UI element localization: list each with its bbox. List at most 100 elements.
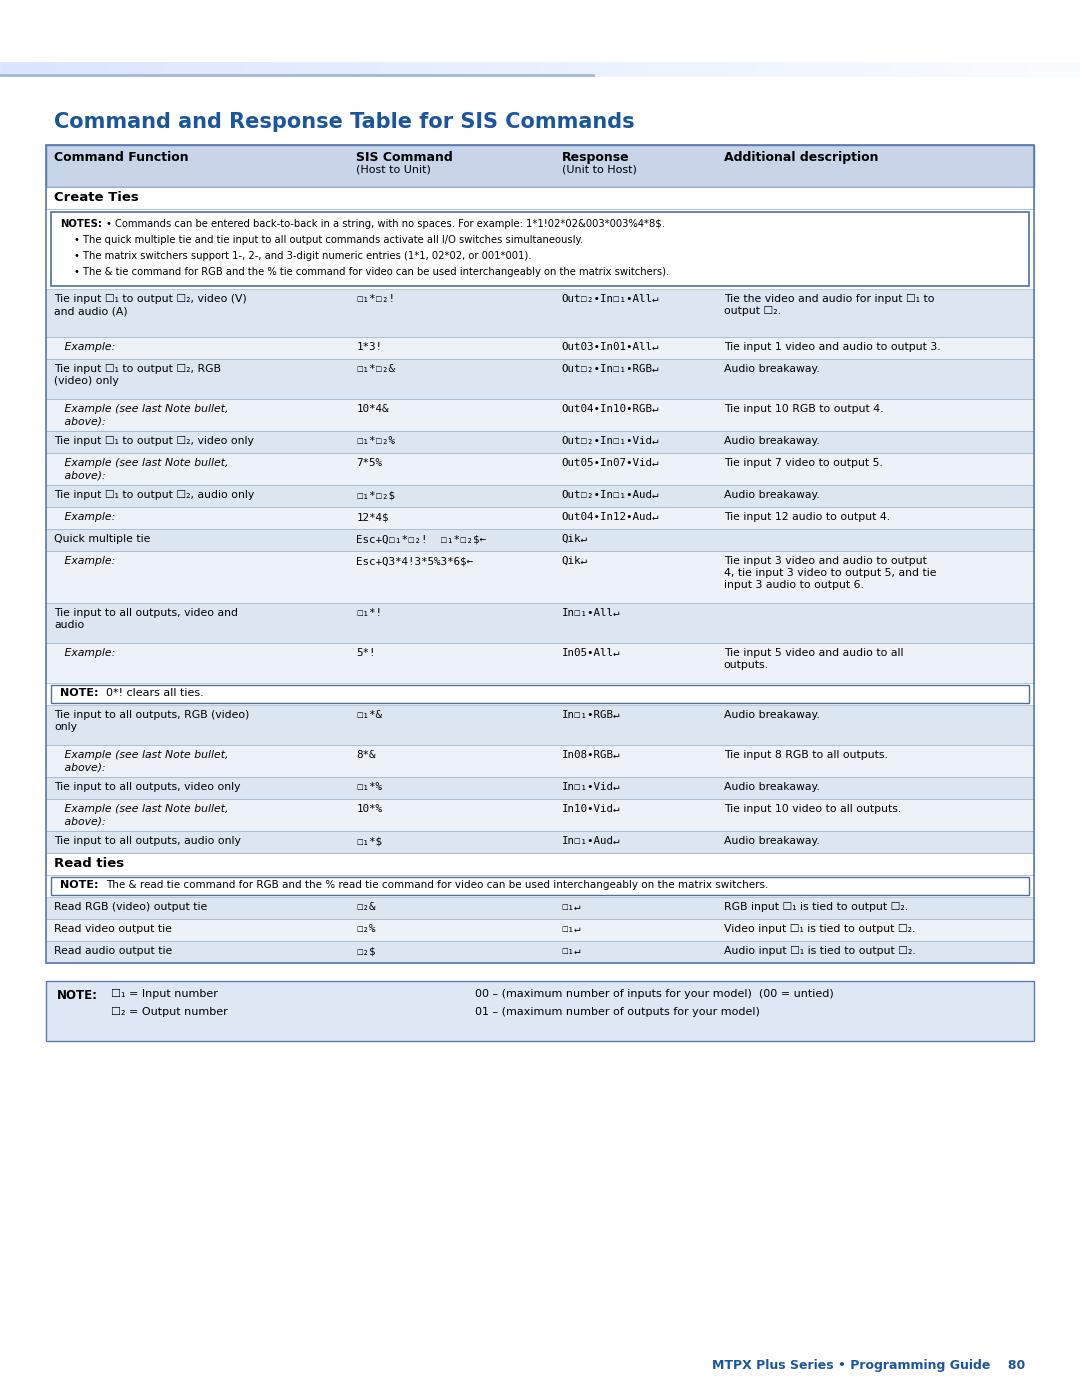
Text: ☐₁*&: ☐₁*& bbox=[356, 710, 382, 719]
Text: In☐₁•Aud↵: In☐₁•Aud↵ bbox=[562, 835, 620, 847]
Bar bbox=[864, 61, 892, 75]
Bar bbox=[46, 854, 1034, 875]
Text: In10•Vid↵: In10•Vid↵ bbox=[562, 805, 620, 814]
Text: Example:: Example: bbox=[54, 342, 116, 352]
Bar bbox=[594, 61, 622, 75]
Bar bbox=[46, 643, 1034, 683]
Text: NOTES:: NOTES: bbox=[60, 219, 103, 229]
Bar bbox=[46, 289, 1034, 337]
Text: Out04•In12•Aud↵: Out04•In12•Aud↵ bbox=[562, 511, 659, 522]
Bar bbox=[46, 981, 1034, 1041]
Text: only: only bbox=[54, 722, 77, 732]
Text: In05•All↵: In05•All↵ bbox=[562, 648, 620, 658]
Text: Create Ties: Create Ties bbox=[54, 191, 138, 204]
Text: In☐₁•Vid↵: In☐₁•Vid↵ bbox=[562, 782, 620, 792]
Text: RGB input ☐₁ is tied to output ☐₂.: RGB input ☐₁ is tied to output ☐₂. bbox=[724, 902, 907, 912]
Text: Additional description: Additional description bbox=[724, 151, 878, 163]
Text: ☐₁*%: ☐₁*% bbox=[356, 782, 382, 792]
Text: NOTE:: NOTE: bbox=[56, 989, 97, 1002]
Bar bbox=[46, 799, 1034, 831]
Text: ☐₁*☐₂!: ☐₁*☐₂! bbox=[356, 293, 395, 305]
Text: Tie input to all outputs, video and: Tie input to all outputs, video and bbox=[54, 608, 238, 617]
Text: In☐₁•All↵: In☐₁•All↵ bbox=[562, 608, 620, 617]
Bar bbox=[945, 61, 973, 75]
Bar bbox=[54, 61, 82, 75]
Text: 4, tie input 3 video to output 5, and tie: 4, tie input 3 video to output 5, and ti… bbox=[724, 569, 936, 578]
Bar bbox=[351, 61, 379, 75]
Bar bbox=[1053, 61, 1080, 75]
Bar bbox=[27, 61, 55, 75]
Bar bbox=[783, 61, 811, 75]
Bar bbox=[46, 777, 1034, 799]
Text: Tie input ☐₁ to output ☐₂, video (V): Tie input ☐₁ to output ☐₂, video (V) bbox=[54, 293, 246, 305]
Bar bbox=[405, 61, 433, 75]
Bar bbox=[837, 61, 865, 75]
Bar bbox=[46, 529, 1034, 550]
Bar bbox=[46, 942, 1034, 963]
Bar bbox=[891, 61, 919, 75]
Text: 0*! clears all ties.: 0*! clears all ties. bbox=[107, 687, 204, 698]
Text: (Host to Unit): (Host to Unit) bbox=[356, 163, 431, 175]
Bar bbox=[46, 400, 1034, 432]
Text: above):: above): bbox=[54, 816, 106, 826]
Bar bbox=[162, 61, 190, 75]
Bar bbox=[135, 61, 163, 75]
Text: Example (see last Note bullet,: Example (see last Note bullet, bbox=[54, 805, 229, 814]
Text: Out☐₂•In☐₁•All↵: Out☐₂•In☐₁•All↵ bbox=[562, 293, 659, 305]
Text: Audio breakaway.: Audio breakaway. bbox=[724, 365, 820, 374]
Bar bbox=[918, 61, 946, 75]
Text: Tie input ☐₁ to output ☐₂, RGB: Tie input ☐₁ to output ☐₂, RGB bbox=[54, 365, 221, 374]
Text: Quick multiple tie: Quick multiple tie bbox=[54, 534, 150, 543]
Text: Tie input 8 RGB to all outputs.: Tie input 8 RGB to all outputs. bbox=[724, 750, 888, 760]
Bar bbox=[52, 212, 1028, 286]
Bar bbox=[270, 61, 298, 75]
Text: Tie input 10 RGB to output 4.: Tie input 10 RGB to output 4. bbox=[724, 404, 883, 414]
Bar bbox=[972, 61, 1000, 75]
Text: 8*&: 8*& bbox=[356, 750, 376, 760]
Text: Command Function: Command Function bbox=[54, 151, 189, 163]
Bar bbox=[46, 745, 1034, 777]
Bar bbox=[756, 61, 784, 75]
Bar bbox=[513, 61, 541, 75]
Text: (video) only: (video) only bbox=[54, 376, 119, 386]
Text: 5*!: 5*! bbox=[356, 648, 376, 658]
Text: Esc+Q☐₁*☐₂!  ☐₁*☐₂$←: Esc+Q☐₁*☐₂! ☐₁*☐₂$← bbox=[356, 534, 486, 543]
Bar bbox=[52, 685, 1028, 703]
Text: Out03•In01•All↵: Out03•In01•All↵ bbox=[562, 342, 659, 352]
Text: In☐₁•RGB↵: In☐₁•RGB↵ bbox=[562, 710, 620, 719]
Bar bbox=[46, 897, 1034, 919]
Bar bbox=[378, 61, 406, 75]
Text: Out05•In07•Vid↵: Out05•In07•Vid↵ bbox=[562, 458, 659, 468]
Bar bbox=[432, 61, 460, 75]
Bar bbox=[216, 61, 244, 75]
Text: NOTE:: NOTE: bbox=[60, 687, 99, 698]
Text: ☐₁*☐₂%: ☐₁*☐₂% bbox=[356, 436, 395, 446]
Text: • Commands can be entered back-to-back in a string, with no spaces. For example:: • Commands can be entered back-to-back i… bbox=[107, 219, 665, 229]
Bar bbox=[621, 61, 649, 75]
Text: ☐₂ = Output number: ☐₂ = Output number bbox=[111, 1007, 228, 1017]
Text: NOTE:: NOTE: bbox=[60, 880, 99, 890]
Bar bbox=[46, 485, 1034, 507]
Text: Out☐₂•In☐₁•Aud↵: Out☐₂•In☐₁•Aud↵ bbox=[562, 490, 659, 500]
Bar bbox=[46, 359, 1034, 400]
Text: Example (see last Note bullet,: Example (see last Note bullet, bbox=[54, 750, 229, 760]
Bar bbox=[46, 507, 1034, 529]
Bar bbox=[46, 145, 1034, 187]
Text: ☐₂&: ☐₂& bbox=[356, 902, 376, 912]
Bar bbox=[46, 919, 1034, 942]
Text: MTPX Plus Series • Programming Guide    80: MTPX Plus Series • Programming Guide 80 bbox=[712, 1359, 1025, 1372]
Bar bbox=[540, 61, 568, 75]
Text: 00 – (maximum number of inputs for your model)  (00 = untied): 00 – (maximum number of inputs for your … bbox=[475, 989, 834, 999]
Text: Tie input 7 video to output 5.: Tie input 7 video to output 5. bbox=[724, 458, 882, 468]
Text: The & read tie command for RGB and the % read tie command for video can be used : The & read tie command for RGB and the %… bbox=[107, 880, 769, 890]
Text: Esc+Q3*4!3*5%3*6$←: Esc+Q3*4!3*5%3*6$← bbox=[356, 556, 473, 566]
Bar bbox=[459, 61, 487, 75]
Bar bbox=[297, 61, 325, 75]
Text: ☐₂%: ☐₂% bbox=[356, 923, 376, 935]
Bar bbox=[46, 145, 1034, 963]
Text: Example:: Example: bbox=[54, 648, 116, 658]
Text: Read video output tie: Read video output tie bbox=[54, 923, 172, 935]
Bar bbox=[702, 61, 730, 75]
Text: 1*3!: 1*3! bbox=[356, 342, 382, 352]
Text: Out☐₂•In☐₁•RGB↵: Out☐₂•In☐₁•RGB↵ bbox=[562, 365, 659, 374]
